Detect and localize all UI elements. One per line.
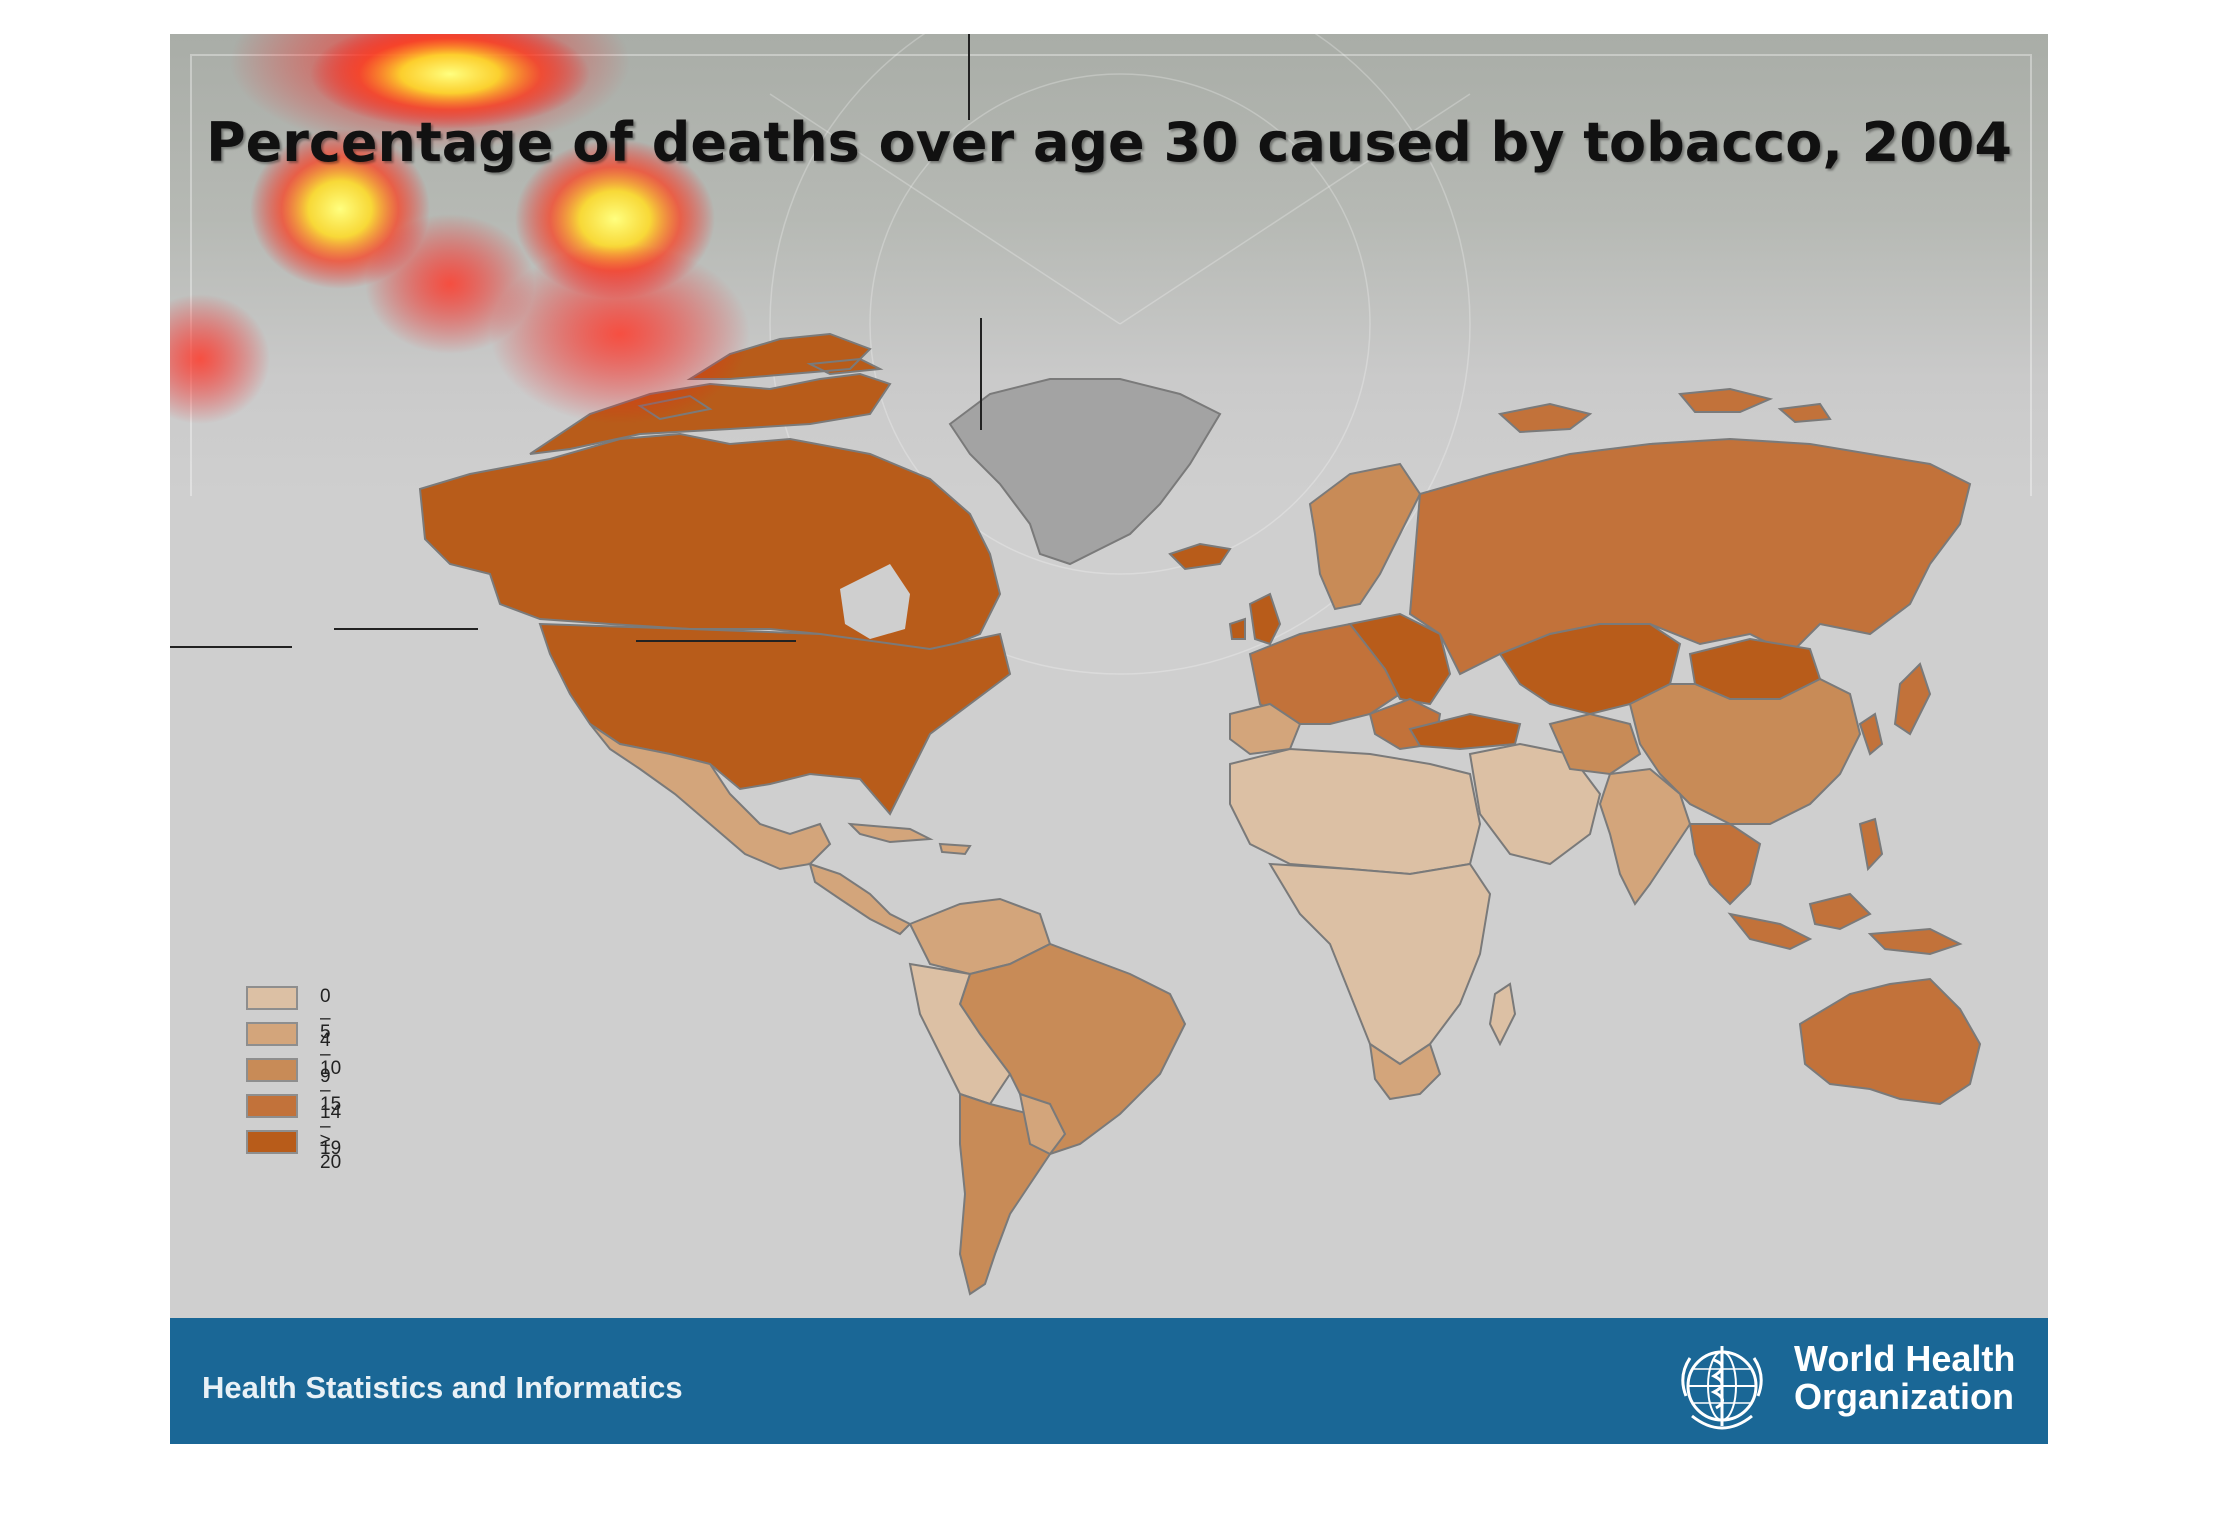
- region-indonesia: [1727, 892, 1963, 956]
- legend-label: 5 – 9: [320, 1022, 331, 1087]
- country-usa: [538, 622, 1012, 816]
- annotation-line: [968, 34, 970, 120]
- who-emblem-icon: [1681, 1346, 1763, 1430]
- region-uk-ireland: [1228, 592, 1282, 646]
- region-scandinavia: [1308, 462, 1422, 611]
- country-india: [1598, 767, 1692, 906]
- organization-name-line2: Organization: [1794, 1376, 2015, 1417]
- legend-swatch: [246, 986, 298, 1010]
- region-iran-afghanistan: [1548, 712, 1642, 776]
- country-madagascar: [1488, 982, 1517, 1047]
- legend-swatch: [246, 1094, 298, 1118]
- region-middle-east: [1468, 742, 1602, 866]
- legend-label: 0 – 4: [320, 986, 331, 1051]
- world-map: [170, 34, 1982, 1296]
- region-southern-africa: [1368, 1041, 1442, 1101]
- region-north-africa: [1229, 747, 1482, 876]
- country-uruguay-paraguay: [1018, 1092, 1067, 1156]
- heatmap-overlay: [170, 34, 750, 424]
- legend-swatch: [246, 1130, 298, 1154]
- annotation-line: [170, 646, 292, 648]
- country-russia: [1408, 437, 1972, 676]
- annotation-line: [334, 628, 478, 630]
- region-russia-arctic-islands: [1497, 387, 1832, 434]
- organization-name: World Health Organization: [1794, 1340, 2015, 1416]
- region-southeast-asia: [1688, 823, 1762, 906]
- annotation-line: [636, 640, 796, 642]
- region-central-africa: [1268, 862, 1492, 1066]
- legend-label: 15 – 19: [320, 1094, 342, 1159]
- country-mexico: [589, 723, 832, 871]
- region-philippines: [1858, 817, 1884, 872]
- page-title: Percentage of deaths over age 30 caused …: [206, 111, 2012, 174]
- region-eastern-europe: [1348, 612, 1452, 706]
- annotation-line: [980, 318, 982, 430]
- organization-name-line1: World Health: [1794, 1338, 2016, 1379]
- country-peru-bolivia: [908, 962, 1012, 1106]
- footer-bar: Health Statistics and Informatics World …: [170, 1318, 2048, 1444]
- slide: Percentage of deaths over age 30 caused …: [170, 34, 2048, 1444]
- graticule: [769, 34, 1471, 675]
- legend-label: ≥ 20: [320, 1130, 342, 1173]
- country-canada: [418, 432, 1002, 656]
- country-iceland: [1168, 542, 1232, 571]
- region-central-america: [808, 862, 912, 936]
- region-korea-japan: [1858, 662, 1932, 756]
- footer-text: Health Statistics and Informatics: [202, 1370, 683, 1405]
- country-australia: [1798, 977, 1982, 1106]
- header-frame: [190, 54, 2032, 496]
- region-caribbean: [847, 822, 972, 856]
- legend-swatch: [246, 1022, 298, 1046]
- legend-label: 10 – 14: [320, 1058, 342, 1123]
- hudson-bay: [840, 564, 910, 639]
- legend-swatch: [246, 1058, 298, 1082]
- country-greenland: [948, 378, 1222, 566]
